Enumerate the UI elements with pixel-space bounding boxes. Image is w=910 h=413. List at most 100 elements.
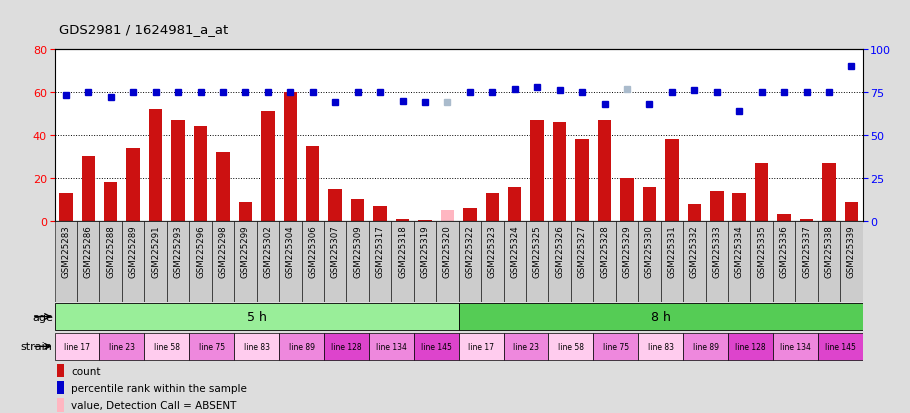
- Text: line 128: line 128: [331, 342, 361, 351]
- Text: GSM225335: GSM225335: [757, 225, 766, 277]
- Bar: [261, 112, 275, 221]
- Bar: [571, 221, 593, 302]
- Bar: [194, 127, 207, 221]
- Text: line 58: line 58: [154, 342, 180, 351]
- Bar: [396, 219, 410, 221]
- Text: GSM225288: GSM225288: [106, 225, 116, 277]
- Text: GSM225283: GSM225283: [61, 225, 70, 277]
- Bar: [459, 333, 503, 360]
- Bar: [531, 121, 544, 221]
- Bar: [279, 333, 324, 360]
- Text: line 145: line 145: [824, 342, 855, 351]
- Bar: [665, 140, 679, 221]
- Text: GSM225330: GSM225330: [645, 225, 654, 277]
- Bar: [126, 149, 140, 221]
- Bar: [306, 146, 319, 221]
- Text: line 17: line 17: [64, 342, 90, 351]
- Bar: [616, 221, 638, 302]
- Bar: [549, 333, 593, 360]
- Text: GSM225339: GSM225339: [847, 225, 856, 277]
- Bar: [800, 219, 814, 221]
- Text: GSM225306: GSM225306: [308, 225, 318, 277]
- Bar: [436, 221, 459, 302]
- Bar: [642, 187, 656, 221]
- Text: count: count: [71, 366, 101, 376]
- Bar: [351, 200, 364, 221]
- Text: value, Detection Call = ABSENT: value, Detection Call = ABSENT: [71, 400, 237, 410]
- Text: GSM225289: GSM225289: [128, 225, 137, 277]
- Bar: [167, 221, 189, 302]
- Text: GSM225322: GSM225322: [465, 225, 474, 277]
- Text: GSM225298: GSM225298: [218, 225, 228, 277]
- Bar: [728, 221, 751, 302]
- Bar: [459, 304, 863, 330]
- Bar: [279, 221, 301, 302]
- Bar: [373, 206, 387, 221]
- Bar: [217, 153, 229, 221]
- Bar: [661, 221, 683, 302]
- Bar: [773, 333, 818, 360]
- Text: GSM225307: GSM225307: [330, 225, 339, 277]
- Bar: [171, 121, 185, 221]
- Bar: [481, 221, 503, 302]
- Text: GSM225331: GSM225331: [667, 225, 676, 277]
- Bar: [733, 194, 746, 221]
- Bar: [414, 221, 436, 302]
- Bar: [710, 191, 723, 221]
- Bar: [56, 381, 64, 394]
- Bar: [593, 333, 638, 360]
- Bar: [486, 194, 499, 221]
- Text: line 89: line 89: [693, 342, 719, 351]
- Text: GSM225333: GSM225333: [713, 225, 722, 277]
- Bar: [459, 221, 481, 302]
- Text: GSM225328: GSM225328: [600, 225, 609, 277]
- Text: GSM225326: GSM225326: [555, 225, 564, 277]
- Bar: [149, 110, 162, 221]
- Text: line 128: line 128: [735, 342, 765, 351]
- Bar: [55, 304, 459, 330]
- Text: strain: strain: [21, 342, 53, 351]
- Bar: [593, 221, 616, 302]
- Bar: [347, 221, 369, 302]
- Bar: [840, 221, 863, 302]
- Text: line 134: line 134: [780, 342, 811, 351]
- Text: line 83: line 83: [244, 342, 269, 351]
- Text: line 75: line 75: [602, 342, 629, 351]
- Bar: [688, 204, 701, 221]
- Bar: [234, 333, 279, 360]
- Text: GSM225338: GSM225338: [824, 225, 834, 277]
- Bar: [508, 187, 521, 221]
- Text: GSM225337: GSM225337: [802, 225, 811, 277]
- Bar: [638, 333, 683, 360]
- Text: GSM225317: GSM225317: [376, 225, 385, 277]
- Text: line 17: line 17: [468, 342, 494, 351]
- Bar: [755, 164, 768, 221]
- Text: GSM225293: GSM225293: [174, 225, 183, 277]
- Bar: [598, 121, 612, 221]
- Bar: [145, 221, 167, 302]
- Text: line 83: line 83: [648, 342, 673, 351]
- Bar: [705, 221, 728, 302]
- Text: GSM225319: GSM225319: [420, 225, 430, 277]
- Bar: [440, 211, 454, 221]
- Text: line 58: line 58: [558, 342, 584, 351]
- Bar: [823, 164, 835, 221]
- Bar: [99, 333, 145, 360]
- Bar: [56, 364, 64, 377]
- Bar: [55, 333, 99, 360]
- Bar: [145, 333, 189, 360]
- Text: GDS2981 / 1624981_a_at: GDS2981 / 1624981_a_at: [59, 23, 228, 36]
- Text: line 75: line 75: [198, 342, 225, 351]
- Text: GSM225320: GSM225320: [443, 225, 452, 277]
- Bar: [104, 183, 117, 221]
- Text: GSM225286: GSM225286: [84, 225, 93, 277]
- Bar: [503, 333, 549, 360]
- Bar: [795, 221, 818, 302]
- Bar: [683, 333, 728, 360]
- Text: percentile rank within the sample: percentile rank within the sample: [71, 383, 247, 393]
- Text: GSM225324: GSM225324: [511, 225, 520, 277]
- Bar: [728, 333, 773, 360]
- Bar: [549, 221, 571, 302]
- Text: line 89: line 89: [288, 342, 315, 351]
- Text: GSM225336: GSM225336: [780, 225, 789, 277]
